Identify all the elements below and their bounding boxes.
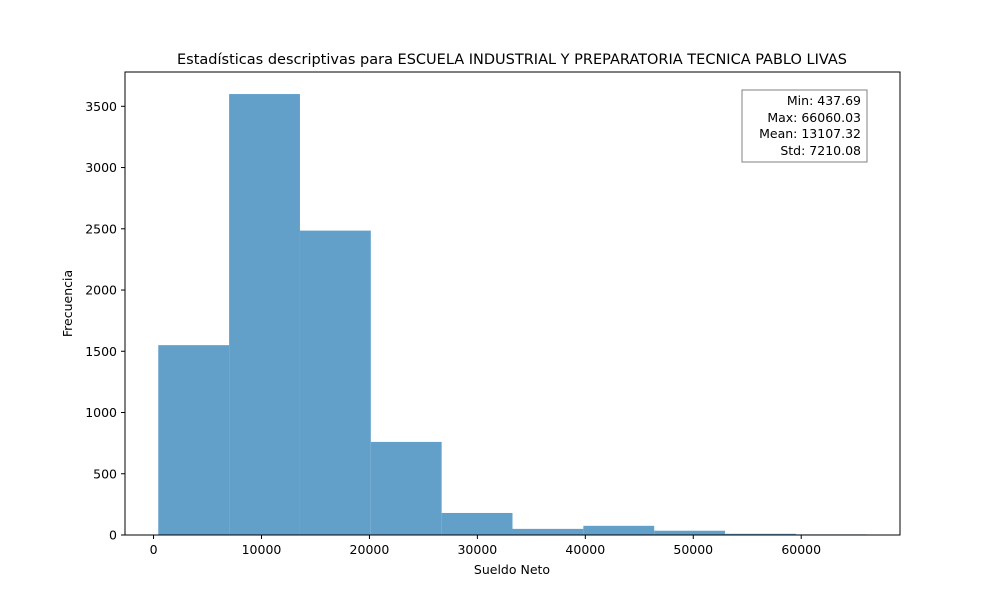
y-tick-label: 1000 <box>85 405 117 420</box>
histogram-bars <box>158 94 867 536</box>
y-tick-label: 3500 <box>85 99 117 114</box>
stats-box-frame <box>741 89 868 163</box>
histogram-bar <box>299 230 371 536</box>
y-axis-ticks: 0 500 1000 1500 2000 2500 3000 3500 <box>85 99 125 543</box>
y-tick-label: 500 <box>93 466 117 481</box>
y-tick-label: 2000 <box>85 283 117 298</box>
x-tick-label: 10000 <box>242 542 282 557</box>
histogram-bar <box>229 94 300 536</box>
y-tick-label: 1500 <box>85 344 117 359</box>
x-tick-label: 60000 <box>781 542 821 557</box>
histogram-bar <box>654 530 726 535</box>
y-axis-label: Frecuencia <box>60 270 75 337</box>
y-tick-label: 3000 <box>85 160 117 175</box>
chart-title: Estadísticas descriptivas para ESCUELA I… <box>177 52 847 68</box>
x-axis-ticks: 0 10000 20000 30000 40000 50000 60000 <box>150 535 821 557</box>
stat-min: Min: 437.69 <box>787 93 861 108</box>
histogram-bar <box>441 512 513 535</box>
stats-annotation-box: Min: 437.69 Max: 66060.03 Mean: 13107.32… <box>741 89 868 163</box>
x-tick-label: 50000 <box>673 542 713 557</box>
y-tick-label: 0 <box>109 528 117 543</box>
stat-mean: Mean: 13107.32 <box>759 126 861 141</box>
y-tick-label: 2500 <box>85 221 117 236</box>
histogram-bar <box>370 441 442 535</box>
stat-max: Max: 66060.03 <box>767 110 861 125</box>
x-tick-label: 20000 <box>350 542 390 557</box>
histogram-bar <box>725 533 796 535</box>
stat-std: Std: 7210.08 <box>780 143 861 158</box>
histogram-bar <box>158 345 230 535</box>
plot-frame <box>124 71 901 536</box>
histogram-bar <box>512 528 584 535</box>
histogram-bar <box>583 525 655 535</box>
x-axis-label: Sueldo Neto <box>474 562 550 577</box>
x-tick-label: 0 <box>150 542 158 557</box>
x-tick-label: 30000 <box>457 542 497 557</box>
x-tick-label: 40000 <box>565 542 605 557</box>
